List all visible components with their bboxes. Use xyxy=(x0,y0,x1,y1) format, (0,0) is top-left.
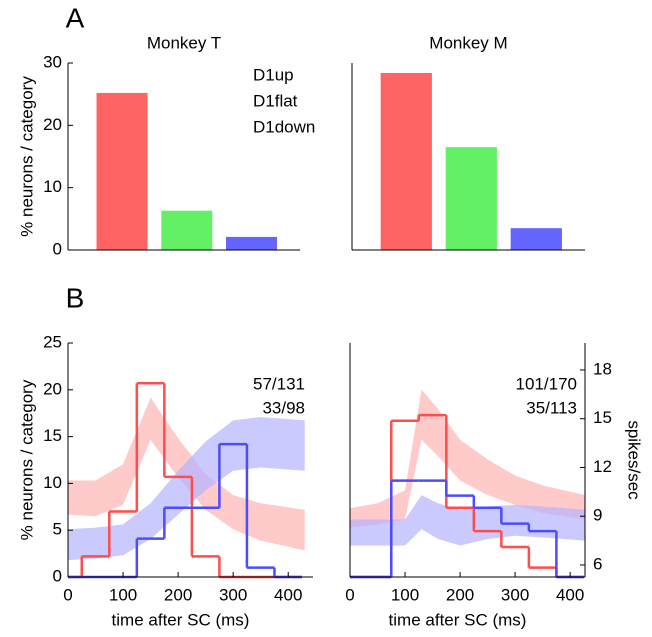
y-axis-label: % neurons / category xyxy=(17,379,36,540)
y2-axis-label: spikes/sec xyxy=(625,420,644,500)
chart-title: Monkey T xyxy=(147,33,221,52)
x-tick-label: 400 xyxy=(274,585,302,604)
y-tick-label: 20 xyxy=(43,379,62,398)
rate-band xyxy=(350,495,585,546)
panel-label: B xyxy=(66,282,85,313)
legend-entry: D1down xyxy=(253,117,315,136)
chart-title: Monkey M xyxy=(429,33,507,52)
bar xyxy=(380,72,432,251)
rate-band xyxy=(350,389,585,528)
y-tick-label: 0 xyxy=(53,566,62,585)
y-tick-label: 10 xyxy=(43,473,62,492)
y-tick-label: 15 xyxy=(43,426,62,445)
y2-tick-label: 15 xyxy=(593,408,612,427)
x-axis-label: time after SC (ms) xyxy=(112,610,250,629)
x-tick-label: 300 xyxy=(219,585,247,604)
x-tick-label: 0 xyxy=(63,585,72,604)
y-tick-label: 30 xyxy=(43,52,62,71)
bar xyxy=(225,236,278,250)
y2-tick-label: 12 xyxy=(593,457,612,476)
bar xyxy=(96,92,148,250)
annotation: 57/131 xyxy=(253,374,305,393)
y2-tick-label: 18 xyxy=(593,359,612,378)
bar xyxy=(161,210,213,250)
x-tick-label: 100 xyxy=(109,585,137,604)
rate-band xyxy=(68,417,305,561)
y2-tick-label: 6 xyxy=(593,554,602,573)
y-tick-label: 20 xyxy=(43,115,62,134)
x-tick-label: 0 xyxy=(345,585,354,604)
y-tick-label: 25 xyxy=(43,332,62,351)
x-tick-label: 300 xyxy=(501,585,529,604)
annotation: 101/170 xyxy=(516,374,577,393)
legend-entry: D1flat xyxy=(253,91,298,110)
x-axis-label: time after SC (ms) xyxy=(389,610,527,629)
y-tick-label: 10 xyxy=(43,177,62,196)
y-axis-label: % neurons / category xyxy=(17,76,36,237)
legend-entry: D1up xyxy=(253,65,294,84)
annotation: 35/113 xyxy=(526,398,577,417)
y-tick-label: 0 xyxy=(53,239,62,258)
panel-label: A xyxy=(66,2,85,33)
y-tick-label: 5 xyxy=(53,520,62,539)
y2-tick-label: 9 xyxy=(593,506,602,525)
bar xyxy=(510,228,562,250)
x-tick-label: 200 xyxy=(446,585,474,604)
x-tick-label: 400 xyxy=(556,585,584,604)
annotation: 33/98 xyxy=(262,398,305,417)
x-tick-label: 200 xyxy=(164,585,192,604)
bar xyxy=(445,147,497,250)
x-tick-label: 100 xyxy=(391,585,419,604)
